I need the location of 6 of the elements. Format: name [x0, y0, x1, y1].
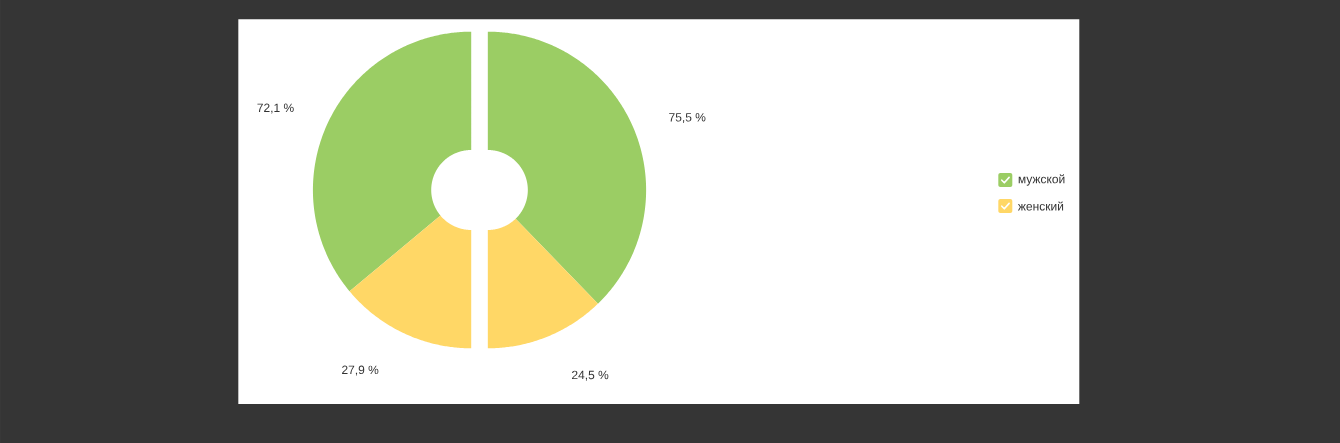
data-label: 27,9 %	[342, 365, 379, 376]
legend-label: мужской	[1018, 174, 1065, 186]
data-label: 75,5 %	[669, 113, 706, 123]
data-label: 72,1 %	[257, 103, 294, 114]
legend-label: женский	[1017, 201, 1064, 211]
data-label: 24,5 %	[572, 370, 609, 381]
